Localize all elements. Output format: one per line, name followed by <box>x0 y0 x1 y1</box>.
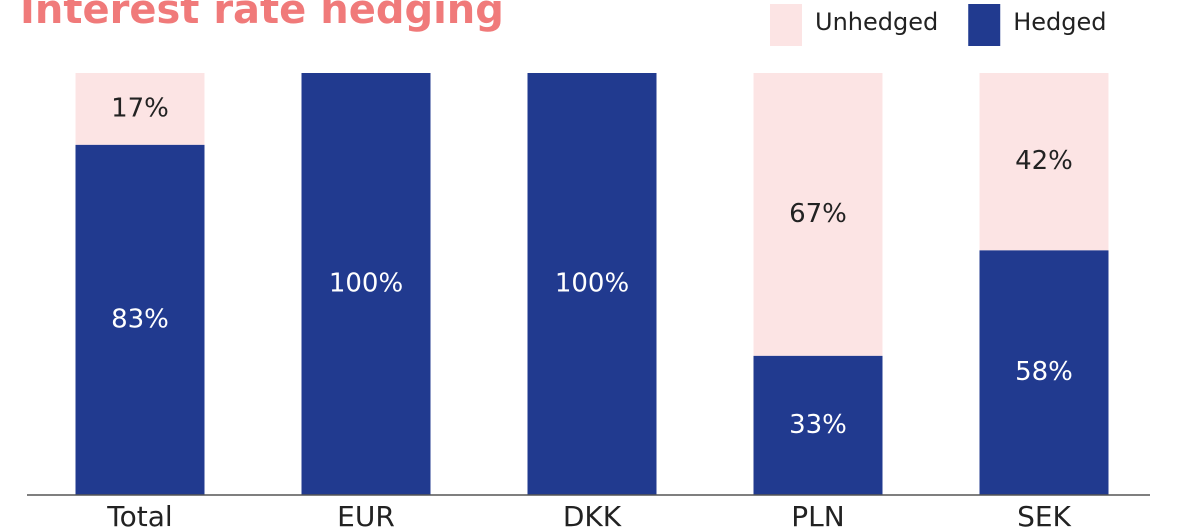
bar-segment <box>979 73 1109 251</box>
bar-segment <box>75 73 205 145</box>
data-label: 58% <box>1015 357 1073 387</box>
legend-swatch <box>770 4 802 46</box>
x-tick-label: Total <box>106 500 172 530</box>
data-label: 100% <box>555 269 629 299</box>
bar-segment <box>753 355 883 495</box>
data-label: 17% <box>111 93 169 123</box>
x-tick-label: SEK <box>1017 500 1071 530</box>
legend-label: Unhedged <box>815 8 938 36</box>
x-tick-label: PLN <box>791 500 844 530</box>
data-label: 33% <box>789 410 847 440</box>
bar-segment <box>75 144 205 496</box>
bar-segment <box>301 73 431 495</box>
x-tick-label: DKK <box>563 500 622 530</box>
legend-label: Hedged <box>1013 8 1106 36</box>
bar-segment <box>753 73 883 356</box>
data-label: 42% <box>1015 146 1073 176</box>
chart-title: Interest rate hedging <box>20 0 504 33</box>
bar-segment <box>979 250 1109 495</box>
data-label: 83% <box>111 304 169 334</box>
bar-segment <box>527 73 657 495</box>
legend-swatch <box>968 4 1001 46</box>
data-label: 100% <box>329 269 403 299</box>
data-label: 67% <box>789 199 847 229</box>
x-tick-label: EUR <box>337 500 395 530</box>
